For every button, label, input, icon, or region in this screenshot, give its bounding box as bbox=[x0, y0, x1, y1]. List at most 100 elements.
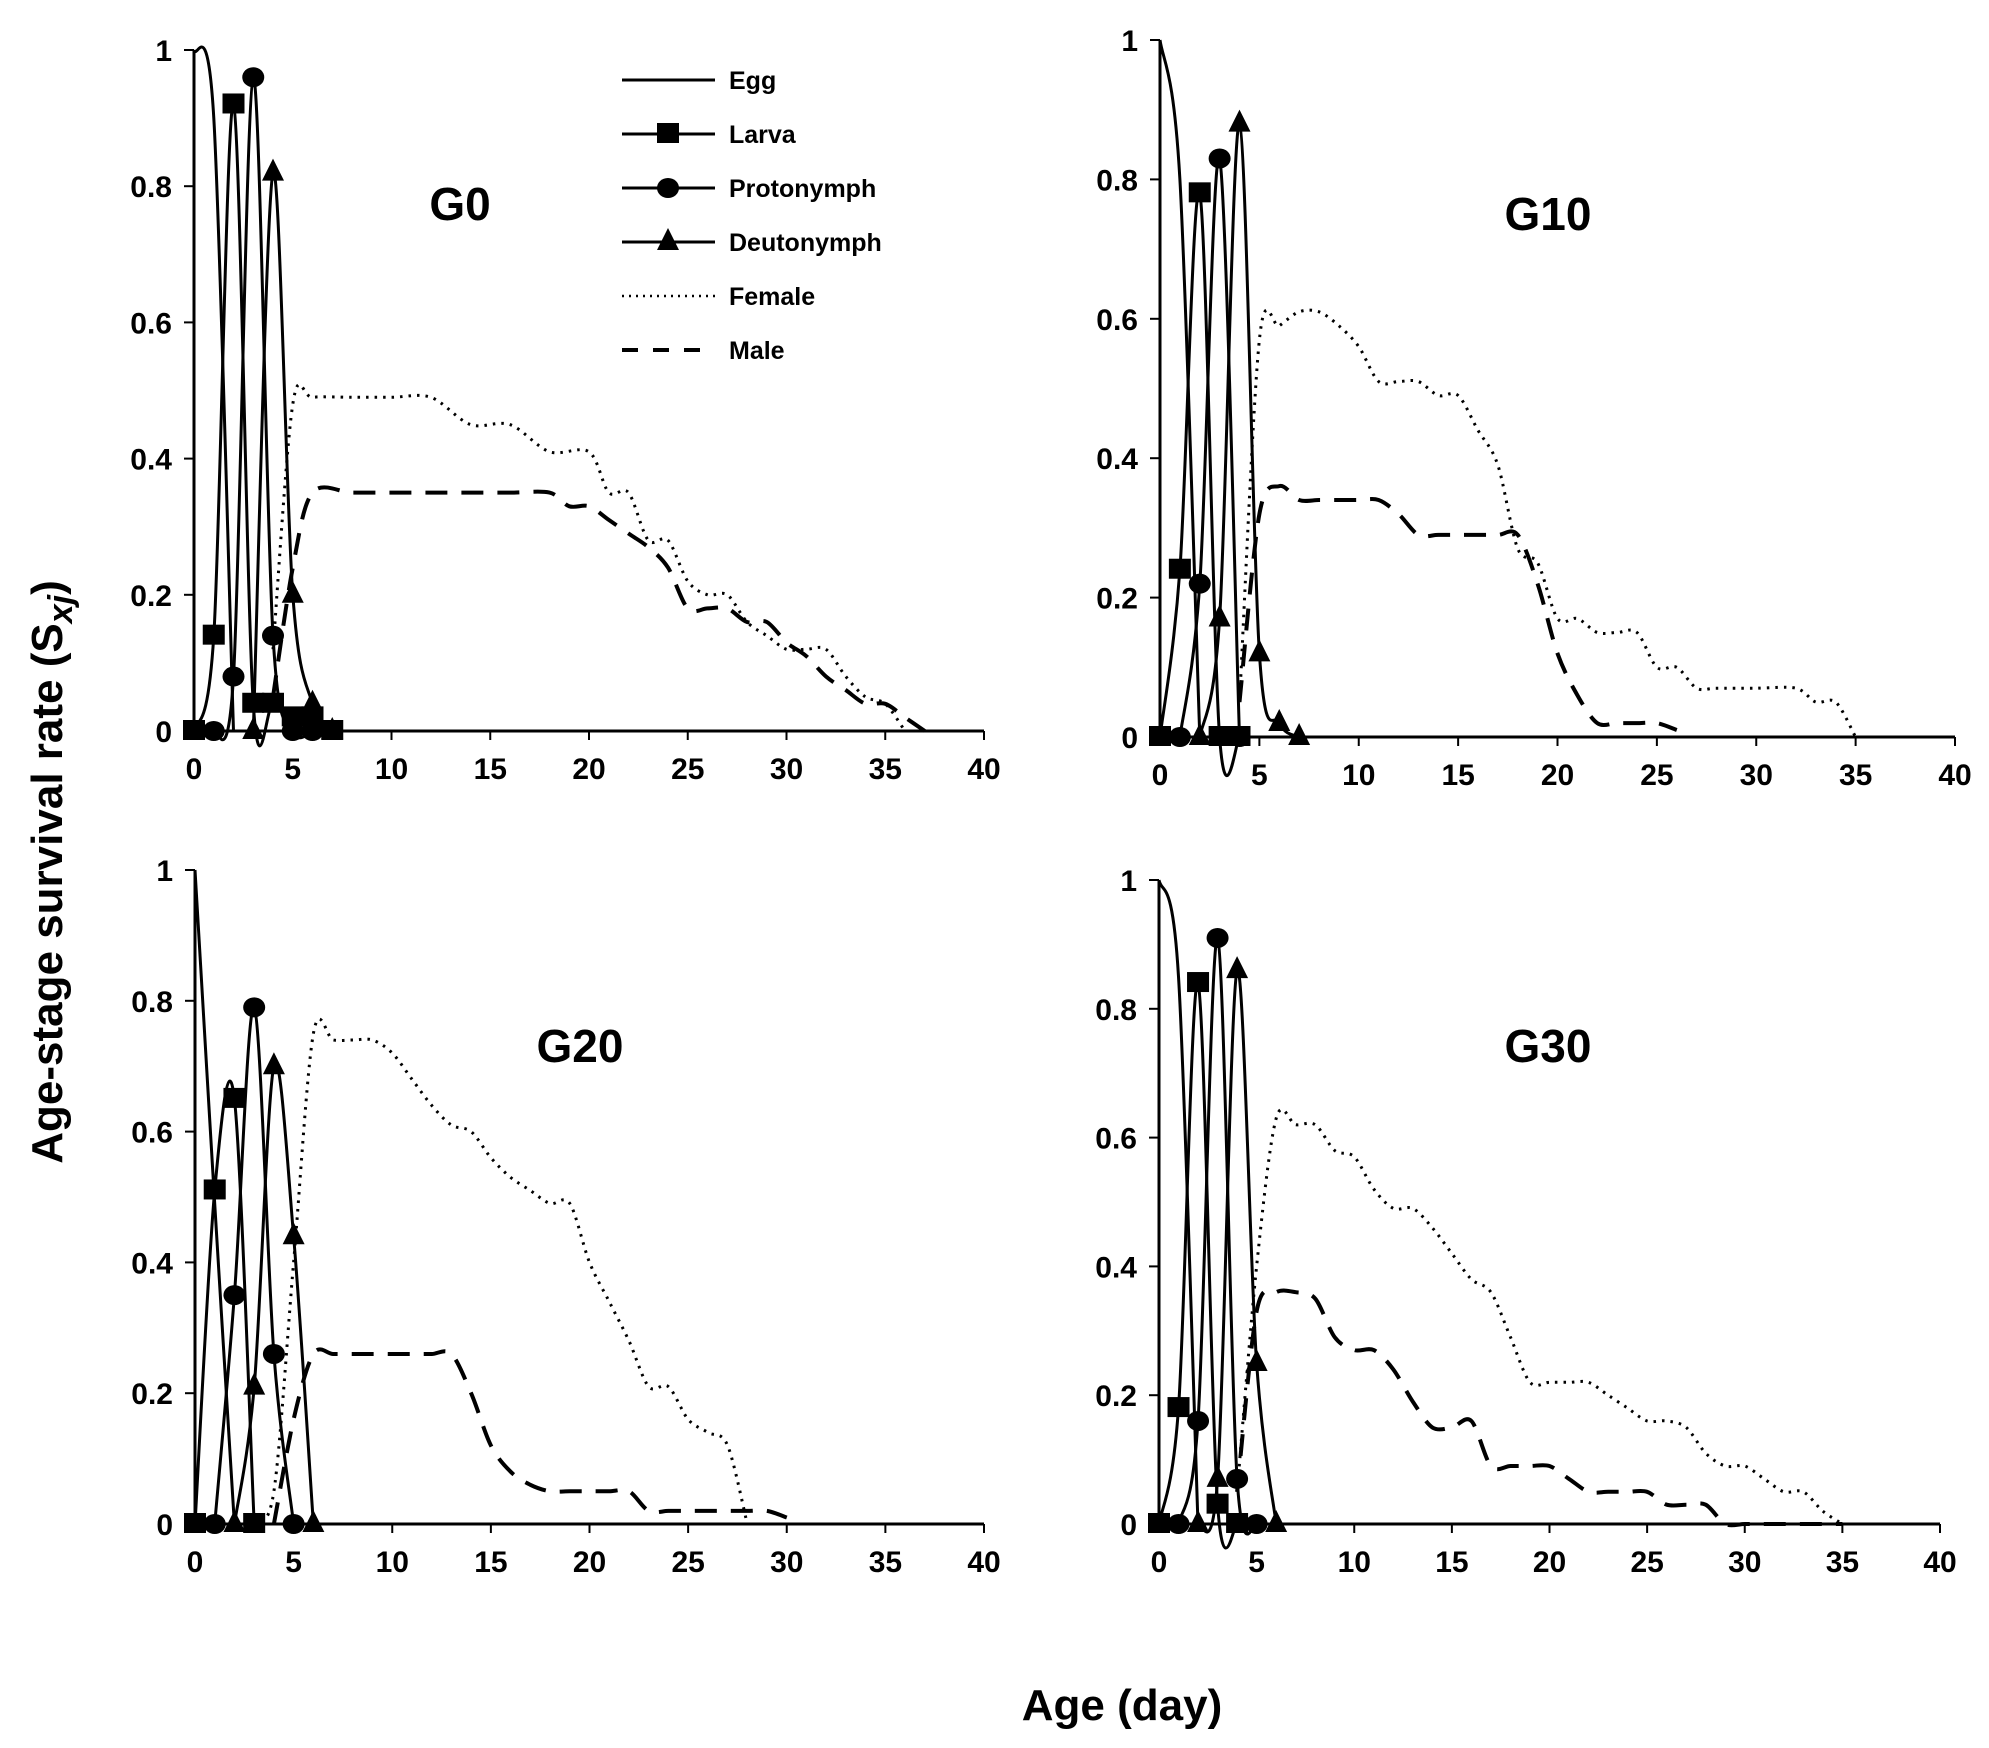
x-tick-label: 25 bbox=[671, 1546, 704, 1579]
data-point-deutonymph bbox=[1226, 956, 1249, 979]
y-tick-label: 0.2 bbox=[130, 580, 172, 613]
data-point-protonymph bbox=[222, 666, 245, 687]
panel-g30: 0 5 10 15 20 25 30 35 40 0 0.2 0.4 0.6 0.8 1 G30 bbox=[1095, 865, 1956, 1579]
data-point-deutonymph bbox=[1187, 1510, 1210, 1532]
data-point-deutonymph bbox=[223, 1510, 246, 1532]
y-tick-label: 0.6 bbox=[131, 1117, 173, 1150]
y-tick-label: 1 bbox=[156, 855, 173, 888]
data-point-protonymph bbox=[1206, 927, 1229, 948]
x-tick-label: 0 bbox=[187, 1546, 204, 1579]
x-tick-label: 15 bbox=[1441, 759, 1474, 792]
data-point-deutonymph bbox=[321, 717, 344, 739]
y-tick-label: 1 bbox=[1121, 25, 1138, 58]
data-point-larva bbox=[1167, 1397, 1190, 1418]
data-point-deutonymph bbox=[282, 1222, 305, 1245]
data-point-deutonymph bbox=[262, 158, 284, 181]
data-point-protonymph bbox=[1187, 1410, 1210, 1431]
series-line-male bbox=[1237, 483, 1678, 732]
x-tick-label: 5 bbox=[1248, 1546, 1265, 1579]
data-point-deutonymph bbox=[281, 580, 304, 603]
x-tick-label: 15 bbox=[474, 1546, 507, 1579]
series-line-male bbox=[271, 485, 926, 733]
y-tick-label: 0.8 bbox=[1096, 164, 1138, 197]
legend-item-larva: Larva bbox=[622, 121, 797, 149]
y-tick-label: 1 bbox=[1120, 865, 1137, 898]
y-tick-label: 0 bbox=[1121, 722, 1138, 755]
x-tick-label: 10 bbox=[376, 1546, 409, 1579]
legend-label-female: Female bbox=[729, 283, 815, 311]
data-point-deutonymph bbox=[1228, 109, 1251, 132]
x-tick-label: 20 bbox=[1541, 759, 1574, 792]
data-point-protonymph bbox=[1228, 727, 1251, 747]
x-tick-label: 40 bbox=[967, 1546, 1000, 1579]
x-tick-label: 30 bbox=[770, 753, 803, 786]
data-point-deutonymph bbox=[243, 1372, 266, 1395]
x-tick-label: 25 bbox=[671, 753, 704, 786]
legend-item-protonymph: Protonymph bbox=[622, 175, 876, 203]
x-tick-label: 15 bbox=[474, 753, 507, 786]
x-tick-label: 5 bbox=[1251, 759, 1268, 792]
y-tick-label: 0.6 bbox=[130, 307, 172, 340]
x-tick-label: 30 bbox=[1740, 759, 1773, 792]
data-point-deutonymph bbox=[302, 1510, 325, 1532]
data-point-protonymph bbox=[262, 1343, 285, 1364]
x-tick-label: 0 bbox=[1152, 759, 1169, 792]
x-tick-label: 35 bbox=[1826, 1546, 1859, 1579]
y-tick-label: 0.4 bbox=[131, 1247, 173, 1280]
y-tick-label: 0.8 bbox=[130, 171, 172, 204]
panel-title: G20 bbox=[537, 1020, 624, 1072]
x-tick-label: 20 bbox=[1533, 1546, 1566, 1579]
data-point-protonymph bbox=[1188, 573, 1211, 594]
y-tick-label: 0.4 bbox=[130, 444, 172, 477]
x-tick-label: 10 bbox=[375, 753, 408, 786]
data-point-larva bbox=[203, 1179, 226, 1200]
data-point-protonymph bbox=[202, 721, 225, 741]
legend-item-egg: Egg bbox=[622, 67, 776, 95]
legend: Egg Larva Protonymph Deutonymph Female Male bbox=[622, 67, 882, 365]
x-tick-label: 5 bbox=[285, 1546, 302, 1579]
data-point-larva bbox=[223, 1087, 246, 1108]
data-point-deutonymph bbox=[1208, 604, 1231, 627]
x-tick-label: 35 bbox=[869, 753, 902, 786]
x-axis-title: Age (day) bbox=[1022, 1681, 1222, 1730]
data-point-larva bbox=[1187, 972, 1210, 993]
x-tick-label: 40 bbox=[967, 753, 1000, 786]
data-point-larva bbox=[1208, 726, 1231, 746]
data-point-deutonymph bbox=[262, 1052, 285, 1075]
x-tick-label: 5 bbox=[284, 753, 301, 786]
panel-g10: 0 5 10 15 20 25 30 35 40 0 0.2 0.4 0.6 0.8 1 G10 bbox=[1096, 25, 1971, 792]
y-tick-label: 0.6 bbox=[1095, 1123, 1137, 1156]
data-point-larva bbox=[1148, 1513, 1170, 1533]
legend-marker-protonymph bbox=[657, 178, 679, 198]
series-line-male bbox=[1235, 1288, 1843, 1528]
x-tick-label: 35 bbox=[1839, 759, 1872, 792]
y-tick-label: 0.4 bbox=[1095, 1251, 1137, 1284]
data-point-deutonymph bbox=[301, 689, 324, 712]
series-line-egg bbox=[192, 45, 235, 732]
legend-label-larva: Larva bbox=[729, 121, 797, 149]
legend-item-deutonymph: Deutonymph bbox=[622, 228, 882, 257]
panel-g20: 0 5 10 15 20 25 30 35 40 0 0.2 0.4 0.6 0.8 1 G20 bbox=[131, 855, 1000, 1579]
panel-title: G10 bbox=[1505, 188, 1592, 240]
data-point-deutonymph bbox=[1265, 1510, 1288, 1532]
data-point-protonymph bbox=[282, 1514, 305, 1534]
series-line-egg bbox=[1158, 39, 1202, 738]
y-tick-label: 0.6 bbox=[1096, 304, 1138, 337]
data-point-protonymph bbox=[1167, 1514, 1190, 1534]
x-tick-label: 40 bbox=[1923, 1546, 1956, 1579]
data-point-protonymph bbox=[242, 67, 265, 88]
data-point-deutonymph bbox=[1188, 723, 1211, 745]
x-tick-label: 10 bbox=[1342, 759, 1375, 792]
x-tick-label: 10 bbox=[1338, 1546, 1371, 1579]
data-point-larva bbox=[222, 93, 245, 114]
panel-title: G30 bbox=[1505, 1020, 1592, 1072]
data-point-deutonymph bbox=[1206, 1464, 1229, 1487]
y-tick-label: 0 bbox=[1120, 1509, 1137, 1542]
legend-label-deutonymph: Deutonymph bbox=[729, 229, 882, 257]
data-point-larva bbox=[1206, 1493, 1229, 1514]
x-tick-label: 30 bbox=[1728, 1546, 1761, 1579]
x-tick-label: 0 bbox=[186, 753, 203, 786]
legend-marker-deutonymph bbox=[657, 228, 679, 250]
series-line-larva bbox=[1158, 190, 1241, 778]
